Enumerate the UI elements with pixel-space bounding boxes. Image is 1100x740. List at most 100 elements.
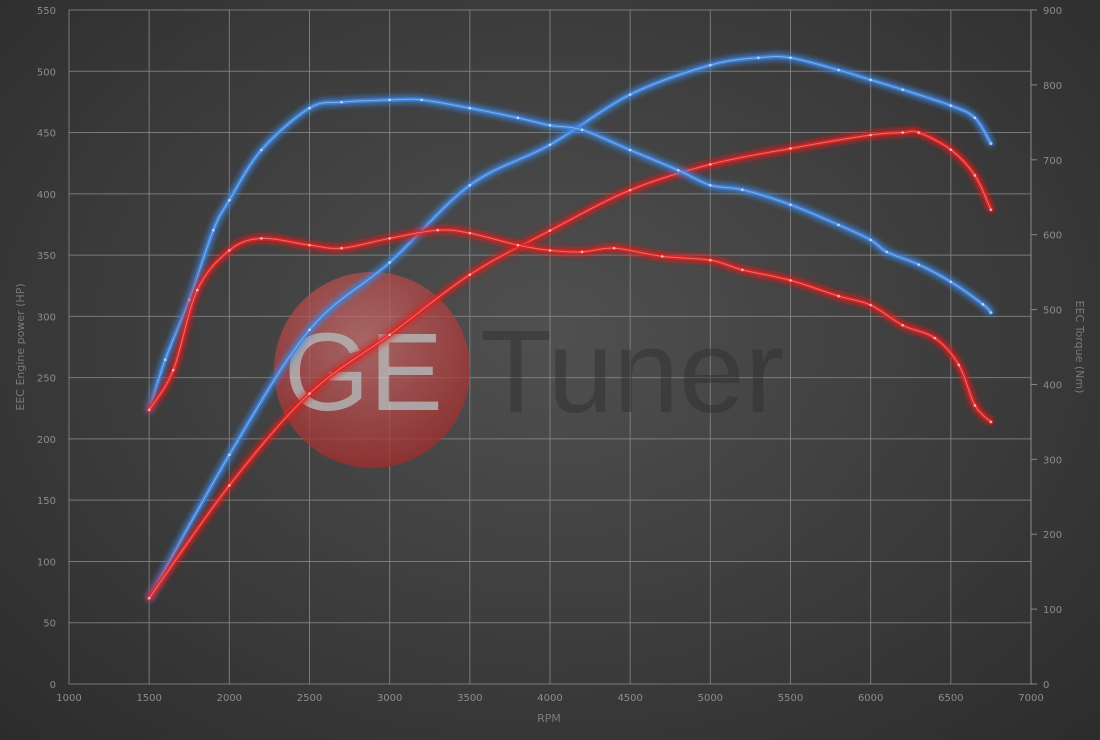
series-line-highlight (148, 56, 992, 599)
data-point (187, 298, 191, 302)
y-left-tick-label: 300 (37, 312, 56, 323)
data-point (709, 258, 712, 262)
data-point (837, 68, 840, 72)
data-point (957, 363, 961, 367)
series-group (147, 54, 993, 601)
y-axis-right-label: EEC Torque (Nm) (1073, 301, 1086, 394)
data-point (628, 148, 632, 152)
data-point (869, 78, 872, 82)
watermark-brand-text: Tuner (480, 306, 784, 438)
data-point (837, 294, 840, 298)
x-tick-label: 3500 (457, 693, 482, 704)
data-point (628, 188, 632, 192)
data-point (228, 484, 231, 487)
data-point (436, 228, 440, 232)
data-point (468, 231, 472, 235)
y-right-tick-label: 0 (1043, 680, 1049, 691)
data-point (949, 148, 953, 152)
data-point (468, 273, 472, 276)
data-point (989, 208, 993, 212)
data-point (516, 243, 520, 247)
y-left-tick-label: 250 (37, 374, 56, 385)
data-point (308, 328, 311, 332)
data-point (516, 116, 520, 120)
data-point (709, 183, 712, 187)
data-point (228, 453, 231, 457)
data-point (147, 408, 151, 412)
series-0 (147, 54, 993, 601)
data-point (789, 279, 792, 282)
data-point (989, 420, 993, 424)
data-point (388, 98, 391, 102)
data-point (308, 243, 311, 247)
data-point (901, 131, 905, 134)
data-point (981, 303, 985, 306)
data-point (789, 147, 792, 150)
data-point (741, 268, 744, 272)
data-point (228, 249, 231, 252)
data-point (949, 104, 953, 107)
x-tick-label: 5000 (698, 693, 723, 704)
x-axis-label: RPM (537, 712, 561, 725)
data-point (420, 98, 424, 102)
data-point (789, 203, 792, 207)
x-tick-label: 3000 (377, 693, 402, 704)
data-point (628, 93, 632, 96)
x-tick-label: 1500 (136, 693, 161, 704)
data-point (901, 88, 905, 91)
y-right-tick-label: 500 (1043, 306, 1062, 317)
data-point (171, 368, 175, 372)
data-point (548, 143, 552, 147)
data-point (709, 163, 712, 166)
data-point (869, 133, 872, 137)
y-left-tick-label: 500 (37, 67, 56, 78)
y-right-tick-label: 100 (1043, 605, 1062, 616)
data-point (195, 288, 199, 292)
data-point (260, 237, 263, 240)
data-point (308, 106, 311, 110)
data-point (885, 250, 888, 254)
data-point (308, 392, 311, 395)
data-point (468, 183, 472, 187)
data-point (388, 237, 391, 240)
x-tick-label: 7000 (1018, 693, 1043, 704)
data-point (468, 106, 472, 110)
data-point (612, 246, 616, 250)
x-tick-label: 5500 (778, 693, 803, 704)
y-right-tick-label: 700 (1043, 156, 1062, 167)
data-point (212, 228, 215, 232)
data-point (973, 404, 977, 407)
x-tick-label: 2000 (217, 693, 242, 704)
data-point (917, 131, 921, 134)
data-point (917, 263, 921, 266)
y-left-tick-label: 0 (50, 680, 56, 691)
y-left-tick-label: 200 (37, 435, 56, 446)
data-point (340, 246, 343, 250)
x-tick-label: 6500 (938, 693, 963, 704)
data-point (869, 303, 872, 307)
y-right-tick-label: 600 (1043, 231, 1062, 242)
data-point (548, 229, 552, 232)
y-left-tick-label: 350 (37, 251, 56, 262)
data-point (901, 323, 905, 327)
y-left-tick-label: 400 (37, 190, 56, 201)
data-point (260, 148, 263, 152)
data-point (548, 124, 552, 127)
data-point (580, 128, 584, 132)
x-tick-label: 1000 (56, 693, 81, 704)
data-point (228, 198, 231, 202)
y-right-tick-label: 800 (1043, 81, 1062, 92)
x-tick-label: 2500 (297, 693, 322, 704)
y-right-tick-label: 300 (1043, 455, 1062, 466)
data-point (660, 255, 664, 258)
x-tick-label: 4000 (537, 693, 562, 704)
data-point (709, 63, 712, 67)
series-1 (147, 129, 993, 601)
data-point (789, 56, 792, 60)
y-left-tick-label: 550 (37, 6, 56, 17)
data-point (869, 238, 872, 242)
series-2 (147, 97, 993, 412)
data-point (933, 336, 937, 340)
x-tick-label: 4500 (617, 693, 642, 704)
